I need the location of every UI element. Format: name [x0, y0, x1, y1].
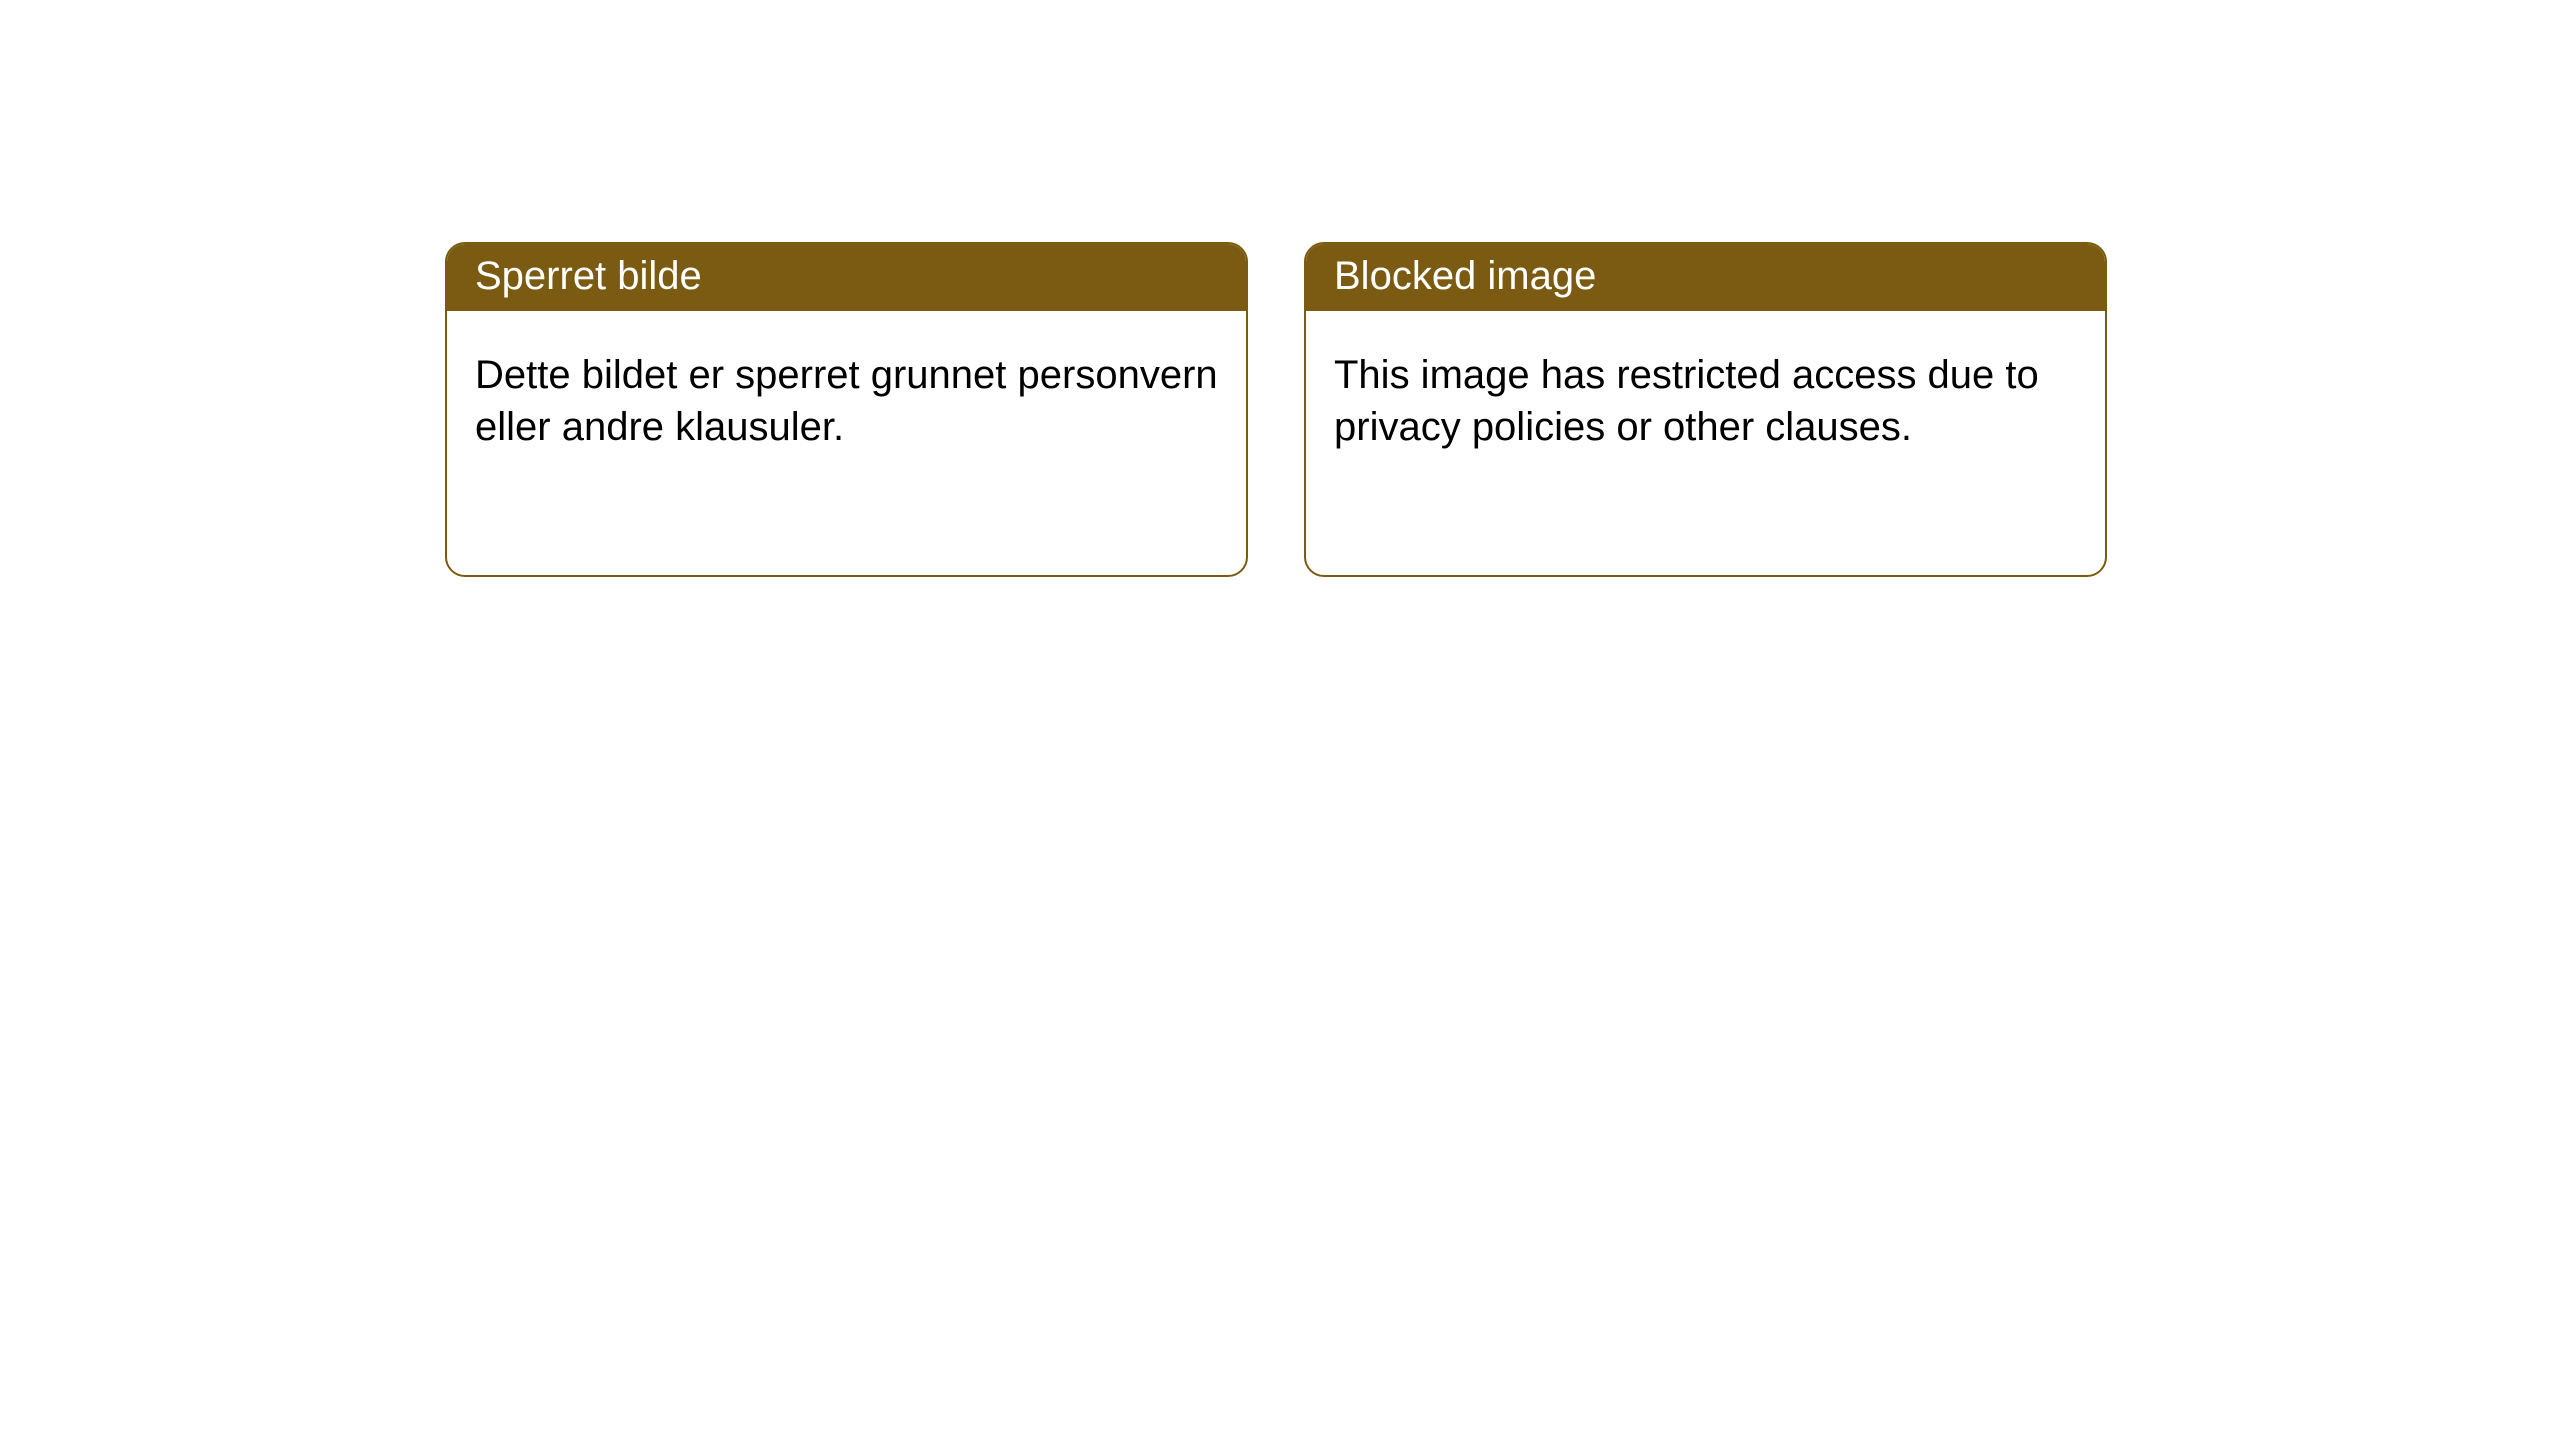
notice-body: This image has restricted access due to … [1306, 311, 2105, 481]
notice-title: Sperret bilde [447, 244, 1246, 311]
notices-container: Sperret bilde Dette bildet er sperret gr… [0, 0, 2560, 577]
notice-card-norwegian: Sperret bilde Dette bildet er sperret gr… [445, 242, 1248, 577]
notice-title: Blocked image [1306, 244, 2105, 311]
notice-body: Dette bildet er sperret grunnet personve… [447, 311, 1246, 481]
notice-card-english: Blocked image This image has restricted … [1304, 242, 2107, 577]
